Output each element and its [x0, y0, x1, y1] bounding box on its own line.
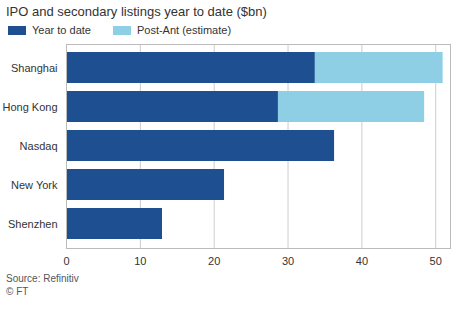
html-text:Source: Refinitiv: Source: Refinitiv	[6, 273, 79, 284]
html-text:Year to date: Year to date	[32, 24, 91, 36]
html-text:Post-Ant (estimate): Post-Ant (estimate)	[136, 24, 232, 36]
html-text:© FT: © FT	[6, 286, 29, 297]
svg-text:10: 10	[134, 255, 146, 267]
svg-text:New York: New York	[11, 179, 58, 191]
svg-text:Shenzhen: Shenzhen	[8, 218, 58, 230]
html-text:IPO and secondary listings yea: IPO and secondary listings year to date …	[6, 4, 267, 19]
svg-text:Shanghai: Shanghai	[11, 62, 58, 74]
svg-text:Hong Kong: Hong Kong	[2, 101, 57, 113]
svg-text:40: 40	[356, 255, 368, 267]
svg-text:30: 30	[282, 255, 294, 267]
svg-text:Nasdaq: Nasdaq	[20, 140, 58, 152]
svg-text:20: 20	[208, 255, 220, 267]
svg-text:50: 50	[430, 255, 442, 267]
svg-text:0: 0	[63, 255, 69, 267]
